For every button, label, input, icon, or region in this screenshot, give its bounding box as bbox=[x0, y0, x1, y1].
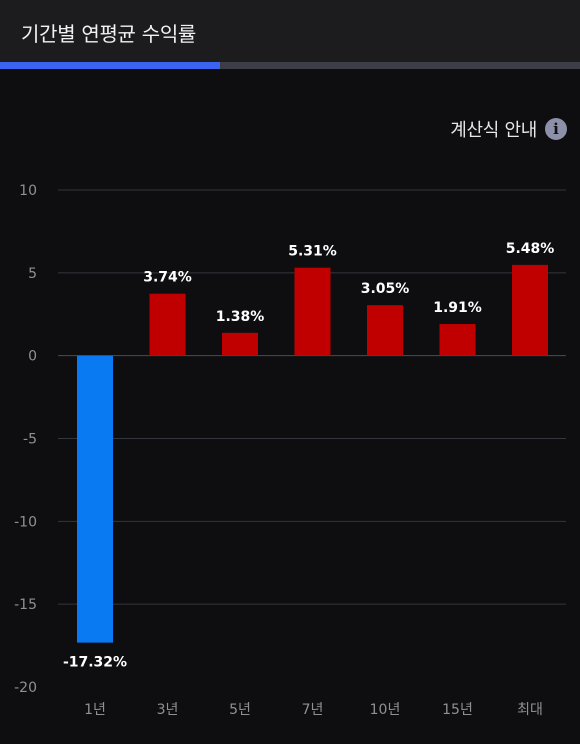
x-tick-label: 15년 bbox=[442, 702, 473, 718]
y-tick-label: 5 bbox=[28, 266, 37, 282]
info-icon[interactable]: i bbox=[545, 118, 567, 140]
bar bbox=[367, 305, 403, 356]
x-tick-label: 5년 bbox=[229, 702, 251, 718]
calc-guide-label: 계산식 안내 bbox=[450, 120, 537, 141]
y-tick-label: -5 bbox=[23, 432, 37, 448]
data-label: 5.31% bbox=[288, 244, 337, 260]
y-tick-label: -15 bbox=[14, 597, 37, 613]
bar bbox=[222, 332, 258, 356]
x-tick-label: 10년 bbox=[370, 702, 401, 718]
y-tick-label: 0 bbox=[28, 349, 37, 365]
y-tick-label: -20 bbox=[14, 680, 37, 696]
x-tick-label: 최대 bbox=[517, 702, 543, 718]
y-tick-label: 10 bbox=[19, 183, 37, 199]
progress-fill bbox=[0, 62, 221, 69]
data-label: 3.74% bbox=[143, 270, 192, 286]
data-label: 1.91% bbox=[433, 300, 482, 316]
data-label: 5.48% bbox=[506, 241, 555, 257]
calc-guide-button[interactable]: 계산식 안내 i bbox=[450, 116, 567, 142]
bar bbox=[149, 293, 186, 356]
bar bbox=[77, 355, 113, 643]
page-title: 기간별 연평균 수익률 bbox=[21, 22, 197, 46]
x-tick-label: 7년 bbox=[302, 702, 324, 718]
y-tick-label: -10 bbox=[14, 514, 37, 530]
bar bbox=[439, 324, 476, 356]
header-bar: 기간별 연평균 수익률 bbox=[0, 0, 580, 62]
data-label: 1.38% bbox=[216, 309, 265, 325]
bar bbox=[294, 267, 331, 356]
progress-track bbox=[0, 62, 580, 69]
bar bbox=[512, 264, 548, 356]
x-tick-label: 1년 bbox=[84, 702, 106, 718]
x-tick-label: 3년 bbox=[157, 702, 179, 718]
data-label: 3.05% bbox=[361, 281, 410, 297]
data-label: -17.32% bbox=[63, 655, 127, 671]
